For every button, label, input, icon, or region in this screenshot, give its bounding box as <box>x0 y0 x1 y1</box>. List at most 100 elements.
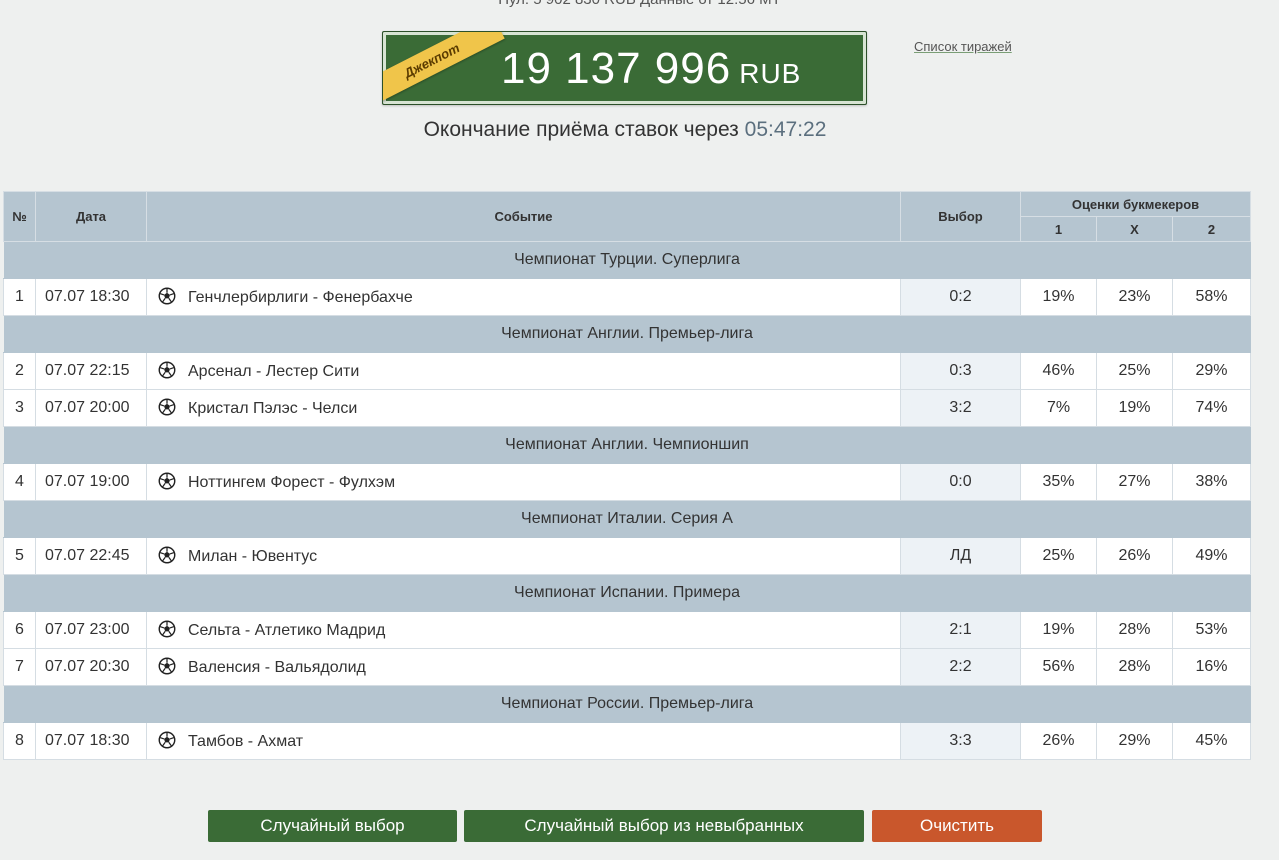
header-bookmakers: Оценки букмекеров <box>1019 191 1252 217</box>
draws-list-link[interactable]: Список тиражей <box>914 39 1012 54</box>
match-row: 8 07.07 18:30 Тамбов - Ахмат 3:3 26% 29% 45% <box>3 722 1252 760</box>
odds-outcome-x: 29% <box>1096 722 1173 760</box>
jackpot-value: 19 137 996 <box>501 44 732 93</box>
league-row: Чемпионат Испании. Примера <box>3 574 1251 612</box>
soccer-ball-icon <box>158 398 176 416</box>
odds-outcome-1: 7% <box>1020 389 1097 427</box>
header-outcome-1: 1 <box>1020 216 1097 242</box>
header-outcome-x: X <box>1096 216 1173 242</box>
match-date: 07.07 18:30 <box>35 278 147 316</box>
odds-outcome-1: 26% <box>1020 722 1097 760</box>
match-number: 7 <box>3 648 36 686</box>
match-choice[interactable]: 3:2 <box>900 389 1021 427</box>
odds-outcome-1: 19% <box>1020 278 1097 316</box>
match-teams: Милан - Ювентус <box>188 548 318 565</box>
match-number: 3 <box>3 389 36 427</box>
match-row: 4 07.07 19:00 Ноттингем Форест - Фулхэм 0:0… <box>3 463 1252 501</box>
soccer-ball-icon <box>158 620 176 638</box>
match-row: 6 07.07 23:00 Сельта - Атлетико Мадрид 2:1 1… <box>3 611 1252 649</box>
match-number: 4 <box>3 463 36 501</box>
odds-outcome-1: 46% <box>1020 352 1097 390</box>
random-unselected-button[interactable]: Случайный выбор из невыбранных <box>464 810 864 842</box>
match-number: 1 <box>3 278 36 316</box>
pool-info-text: Пул: 5 902 830 RUB Данные от 12:56 MT <box>0 0 1279 8</box>
odds-outcome-2: 38% <box>1171 463 1252 501</box>
match-row: 3 07.07 20:00 Кристал Пэлэс - Челси 3:2 7% 19… <box>3 389 1252 427</box>
header-num: № <box>3 191 36 242</box>
league-title: Чемпионат Турции. Суперлига <box>3 241 1251 279</box>
match-choice[interactable]: 0:0 <box>900 463 1021 501</box>
odds-outcome-x: 19% <box>1096 389 1173 427</box>
match-row: 1 07.07 18:30 Генчлербирлиги - Фенербахче 0… <box>3 278 1252 316</box>
league-title: Чемпионат Англии. Премьер-лига <box>3 315 1251 353</box>
jackpot-ribbon: Джекпот <box>383 32 505 104</box>
match-date: 07.07 23:00 <box>35 611 147 649</box>
odds-outcome-x: 25% <box>1096 352 1173 390</box>
header-date: Дата <box>35 191 147 242</box>
match-teams: Валенсия - Вальядолид <box>188 659 366 676</box>
match-choice[interactable]: 2:2 <box>900 648 1021 686</box>
match-row: 5 07.07 22:45 Милан - Ювентус ЛД 25% 26% 49% <box>3 537 1252 575</box>
match-row: 7 07.07 20:30 Валенсия - Вальядолид 2:2 56% 2… <box>3 648 1252 686</box>
soccer-ball-icon <box>158 546 176 564</box>
match-teams: Кристал Пэлэс - Челси <box>188 400 358 417</box>
match-event: Ноттингем Форест - Фулхэм <box>146 463 901 501</box>
match-teams: Генчлербирлиги - Фенербахче <box>188 289 413 306</box>
match-choice[interactable]: ЛД <box>900 537 1021 575</box>
match-event: Сельта - Атлетико Мадрид <box>146 611 901 649</box>
league-title: Чемпионат Англии. Чемпионшип <box>3 426 1251 464</box>
clear-button[interactable]: Очистить <box>872 810 1042 842</box>
events-table: № Дата Событие Выбор Оценки букмекеров 1… <box>3 191 1252 760</box>
odds-outcome-x: 28% <box>1096 648 1173 686</box>
match-event: Тамбов - Ахмат <box>146 722 901 760</box>
match-choice[interactable]: 2:1 <box>900 611 1021 649</box>
league-row: Чемпионат Англии. Премьер-лига <box>3 315 1251 353</box>
odds-outcome-2: 53% <box>1171 611 1252 649</box>
header-choice: Выбор <box>900 191 1021 242</box>
odds-outcome-2: 49% <box>1171 537 1252 575</box>
soccer-ball-icon <box>158 657 176 675</box>
match-choice[interactable]: 0:2 <box>900 278 1021 316</box>
odds-outcome-x: 26% <box>1096 537 1173 575</box>
league-title: Чемпионат Испании. Примера <box>3 574 1251 612</box>
odds-outcome-2: 45% <box>1171 722 1252 760</box>
events-body: Чемпионат Турции. Суперлига 1 07.07 18:30 Г… <box>3 241 1252 760</box>
match-date: 07.07 22:15 <box>35 352 147 390</box>
odds-outcome-1: 35% <box>1020 463 1097 501</box>
header-outcome-2: 2 <box>1171 216 1252 242</box>
league-title: Чемпионат России. Премьер-лига <box>3 685 1251 723</box>
match-row: 2 07.07 22:15 Арсенал - Лестер Сити 0:3 46% 2… <box>3 352 1252 390</box>
match-event: Арсенал - Лестер Сити <box>146 352 901 390</box>
odds-outcome-2: 58% <box>1171 278 1252 316</box>
odds-outcome-x: 27% <box>1096 463 1173 501</box>
jackpot-amount: 19 137 996 RUB <box>501 44 801 94</box>
odds-outcome-x: 28% <box>1096 611 1173 649</box>
match-choice[interactable]: 3:3 <box>900 722 1021 760</box>
odds-outcome-2: 74% <box>1171 389 1252 427</box>
match-teams: Арсенал - Лестер Сити <box>188 363 360 380</box>
odds-outcome-1: 56% <box>1020 648 1097 686</box>
soccer-ball-icon <box>158 731 176 749</box>
jackpot-currency: RUB <box>739 58 802 89</box>
match-event: Генчлербирлиги - Фенербахче <box>146 278 901 316</box>
match-event: Кристал Пэлэс - Челси <box>146 389 901 427</box>
league-row: Чемпионат Италии. Серия А <box>3 500 1251 538</box>
odds-outcome-1: 25% <box>1020 537 1097 575</box>
league-row: Чемпионат России. Премьер-лига <box>3 685 1251 723</box>
random-choice-button[interactable]: Случайный выбор <box>208 810 457 842</box>
countdown-time: 05:47:22 <box>744 118 827 141</box>
match-date: 07.07 20:00 <box>35 389 147 427</box>
league-title: Чемпионат Италии. Серия А <box>3 500 1251 538</box>
match-number: 8 <box>3 722 36 760</box>
header-event: Событие <box>146 191 901 242</box>
match-date: 07.07 20:30 <box>35 648 147 686</box>
match-event: Валенсия - Вальядолид <box>146 648 901 686</box>
match-date: 07.07 22:45 <box>35 537 147 575</box>
match-number: 5 <box>3 537 36 575</box>
countdown-label: Окончание приёма ставок через <box>423 118 739 141</box>
odds-outcome-2: 29% <box>1171 352 1252 390</box>
odds-outcome-1: 19% <box>1020 611 1097 649</box>
match-date: 07.07 19:00 <box>35 463 147 501</box>
match-choice[interactable]: 0:3 <box>900 352 1021 390</box>
match-teams: Ноттингем Форест - Фулхэм <box>188 474 396 491</box>
